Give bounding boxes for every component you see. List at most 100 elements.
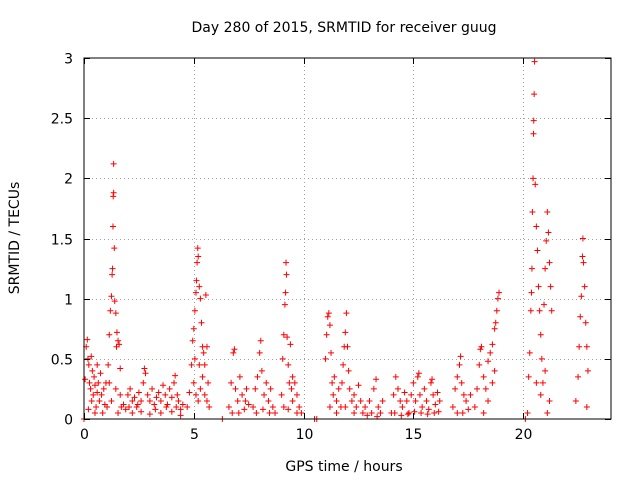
data-point	[391, 409, 398, 416]
data-point	[423, 397, 430, 404]
data-point	[530, 175, 537, 182]
data-point	[577, 313, 584, 320]
data-point	[172, 372, 179, 379]
data-point	[95, 379, 102, 386]
data-point	[280, 331, 287, 338]
data-point	[195, 253, 202, 260]
data-point	[457, 353, 464, 360]
data-point	[524, 409, 531, 416]
data-point	[91, 382, 98, 389]
data-point	[263, 379, 270, 386]
data-point	[411, 408, 418, 415]
data-point	[245, 401, 252, 408]
data-point	[528, 289, 535, 296]
data-point	[146, 411, 153, 418]
data-point	[328, 349, 335, 356]
data-point	[397, 397, 404, 404]
data-point	[120, 401, 127, 408]
data-point	[278, 391, 285, 398]
data-point	[202, 292, 209, 299]
data-point	[228, 379, 235, 386]
data-point	[149, 385, 156, 392]
data-point	[203, 397, 210, 404]
data-point	[403, 397, 410, 404]
data-point	[153, 394, 160, 401]
data-point	[474, 385, 481, 392]
data-point	[190, 325, 197, 332]
data-point	[191, 307, 198, 314]
data-point	[174, 391, 181, 398]
x-tick-label: 10	[296, 427, 314, 443]
data-point	[537, 391, 544, 398]
data-point	[163, 403, 170, 410]
data-point	[168, 408, 175, 415]
data-point	[491, 367, 498, 374]
data-point	[482, 385, 489, 392]
data-point	[259, 406, 266, 413]
data-point	[110, 160, 117, 167]
data-point	[99, 409, 106, 416]
data-point	[492, 319, 499, 326]
x-tick-label: 20	[515, 427, 533, 443]
data-point	[256, 349, 263, 356]
data-point	[537, 331, 544, 338]
data-point	[253, 409, 260, 416]
data-point	[404, 411, 411, 418]
data-point	[582, 319, 589, 326]
data-point	[390, 391, 397, 398]
data-point	[100, 385, 107, 392]
data-point	[269, 403, 276, 410]
data-point	[368, 409, 375, 416]
data-point	[418, 409, 425, 416]
data-point	[398, 412, 405, 419]
data-point	[108, 293, 115, 300]
data-point	[583, 403, 590, 410]
data-point	[94, 389, 101, 396]
data-point	[583, 343, 590, 350]
data-point	[113, 329, 120, 336]
data-point	[527, 307, 534, 314]
data-point	[480, 373, 487, 380]
data-point	[480, 409, 487, 416]
y-tick-label: 3	[64, 52, 73, 68]
data-point	[408, 391, 415, 398]
data-point	[285, 406, 292, 413]
data-point	[342, 329, 349, 336]
data-point	[333, 397, 340, 404]
data-point	[96, 397, 103, 404]
data-point	[140, 379, 147, 386]
data-point	[436, 397, 443, 404]
data-point	[258, 367, 265, 374]
data-point	[194, 245, 201, 252]
data-point	[200, 349, 207, 356]
data-point	[460, 391, 467, 398]
data-point	[463, 397, 470, 404]
data-point	[580, 259, 587, 266]
data-point	[166, 385, 173, 392]
data-point	[539, 379, 546, 386]
data-point	[572, 397, 579, 404]
data-point	[489, 379, 496, 386]
data-point	[535, 283, 542, 290]
data-point	[93, 403, 100, 410]
data-point	[192, 289, 199, 296]
data-point	[410, 379, 417, 386]
data-point	[405, 409, 412, 416]
data-point	[157, 397, 164, 404]
data-point	[152, 406, 159, 413]
data-point	[348, 397, 355, 404]
x-tick-label: 5	[190, 427, 199, 443]
data-point	[293, 409, 300, 416]
data-point	[112, 310, 119, 317]
data-point	[285, 361, 292, 368]
data-point	[283, 259, 290, 266]
data-point	[280, 403, 287, 410]
data-point	[434, 389, 441, 396]
data-point	[104, 403, 111, 410]
y-axis-label: SRMTID / TECUs	[7, 182, 23, 295]
data-point	[546, 259, 553, 266]
data-point	[91, 409, 98, 416]
x-tick-label: 15	[405, 427, 423, 443]
y-tick-label: 0	[64, 413, 73, 429]
